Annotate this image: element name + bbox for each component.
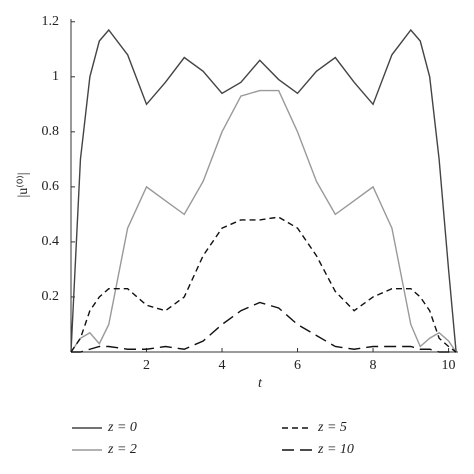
legend-label: z = 2 [107, 442, 137, 457]
x-tick-label: 4 [219, 358, 226, 373]
y-tick-label: 0.8 [42, 124, 60, 139]
x-tick-label: 2 [143, 358, 150, 373]
x-axis-label: t [258, 376, 263, 391]
y-tick-label: 0.6 [42, 179, 60, 194]
series-line [70, 28, 457, 353]
x-tick-label: 10 [442, 358, 456, 373]
y-tick-label: 1 [52, 69, 59, 84]
legend-label: z = 5 [317, 420, 347, 435]
series-line [70, 216, 457, 353]
series-line [71, 301, 457, 353]
legend-label: z = 10 [317, 442, 354, 457]
series-line [70, 89, 457, 353]
legend-label: z = 0 [107, 420, 137, 435]
y-tick-label: 1.2 [42, 14, 60, 29]
x-tick-label: 8 [370, 358, 377, 373]
y-axis-label: |u⁽⁰⁾| [16, 172, 31, 197]
x-tick-label: 6 [294, 358, 301, 373]
y-tick-label: 0.2 [42, 289, 60, 304]
y-tick-label: 0.4 [42, 234, 60, 249]
